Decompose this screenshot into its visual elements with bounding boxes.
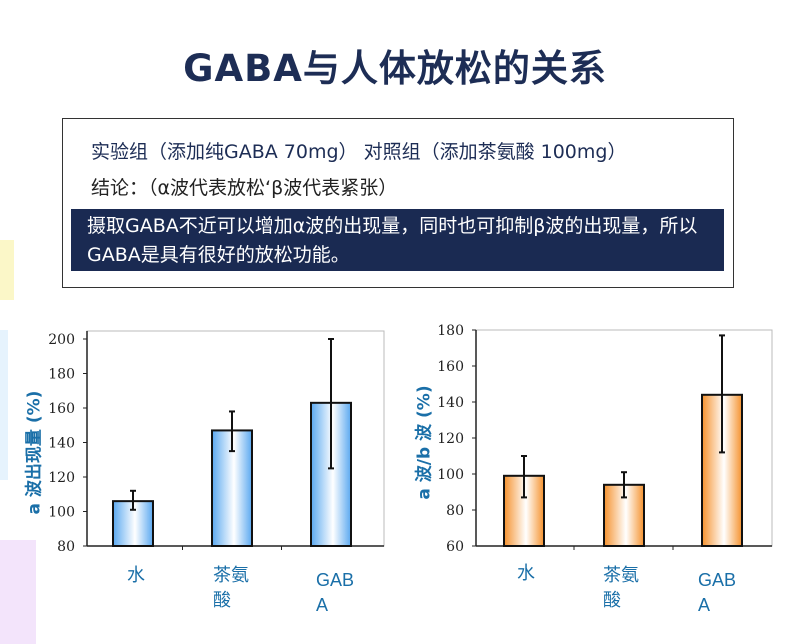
page-title: GABA与人体放松的关系 [183, 47, 607, 90]
y-tick-label: 160 [48, 401, 75, 417]
y-tick-label: 120 [48, 470, 75, 486]
y-tick-label: 180 [437, 323, 464, 339]
y-tick-label: 100 [48, 505, 75, 521]
decoration [0, 240, 14, 300]
y-tick-label: 140 [437, 395, 464, 411]
y-tick-label: 120 [437, 431, 464, 447]
chart2-category: 茶氨酸 [603, 565, 639, 610]
y-tick-label: 160 [437, 359, 464, 375]
conclusion-legend: 结论：（α波代表放松‘β波代表紧张） [91, 177, 398, 199]
decoration [0, 330, 8, 480]
y-tick-label: 80 [446, 503, 464, 519]
chart1-category: GABA [316, 570, 355, 615]
y-tick-label: 180 [48, 367, 75, 383]
chart1-category: 水 [127, 565, 145, 585]
y-tick-label: 80 [57, 539, 75, 555]
decoration [0, 540, 36, 644]
info-box: 实验组（添加纯GABA 70mg） 对照组（添加茶氨酸 100mg） 结论：（α… [62, 118, 734, 288]
chart1-category: 茶氨酸 [213, 565, 249, 610]
chart1-ylabel: a 波出现量 (%) [24, 390, 45, 515]
conclusion-text: 摄取GABA不近可以增加α波的出现量，同时也可抑制β波的出现量，所以GABA是具… [71, 209, 724, 271]
y-tick-label: 140 [48, 436, 75, 452]
y-tick-label: 60 [446, 539, 464, 555]
y-tick-label: 100 [437, 467, 464, 483]
y-tick-label: 200 [48, 332, 75, 348]
chart2-category: GABA [698, 570, 737, 615]
chart2-category: 水 [517, 563, 535, 583]
experiment-groups: 实验组（添加纯GABA 70mg） 对照组（添加茶氨酸 100mg） [91, 141, 627, 163]
chart2-ylabel: a 波/b 波 (%) [414, 385, 435, 500]
